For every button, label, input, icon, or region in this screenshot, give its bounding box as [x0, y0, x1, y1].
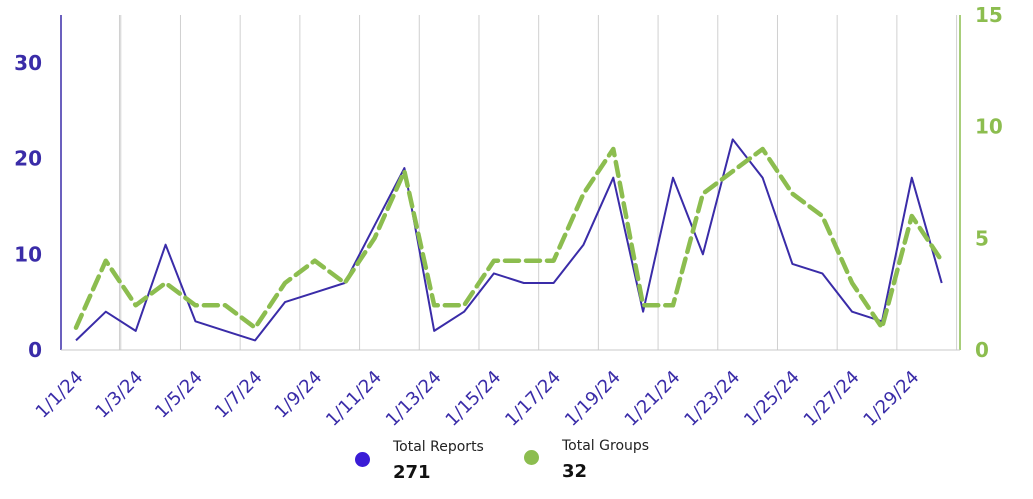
total-reports-value: 271 — [393, 462, 431, 483]
y-left-tick-label: 20 — [14, 147, 42, 171]
x-tick-label: 1/13/24 — [382, 367, 446, 431]
x-tick-label: 1/21/24 — [621, 367, 685, 431]
total-groups-legend-label: Total Groups — [562, 438, 650, 454]
x-tick-label: 1/7/24 — [211, 367, 267, 423]
x-tick-label: 1/1/24 — [32, 367, 88, 423]
total-groups-value: 32 — [562, 461, 588, 482]
y-right-tick-label: 5 — [975, 226, 989, 250]
y-left-tick-label: 0 — [28, 338, 42, 362]
total-groups-line — [73, 146, 944, 330]
x-tick-label: 1/3/24 — [91, 367, 147, 423]
total-reports-legend-marker — [355, 452, 370, 467]
total-reports-legend-label: Total Reports — [393, 439, 484, 455]
total-groups-legend-marker — [524, 450, 539, 465]
y-right-tick-label: 0 — [975, 338, 989, 362]
x-tick-label: 1/25/24 — [740, 367, 804, 431]
x-tick-label: 1/15/24 — [442, 367, 506, 431]
y-left-tick-label: 30 — [14, 51, 42, 75]
x-tick-label: 1/9/24 — [271, 367, 327, 423]
x-tick-label: 1/29/24 — [859, 367, 923, 431]
x-tick-label: 1/17/24 — [501, 367, 565, 431]
x-tick-label: 1/19/24 — [561, 367, 625, 431]
y-right-tick-label: 10 — [975, 115, 1003, 139]
x-tick-label: 1/11/24 — [322, 367, 386, 431]
y-left-tick-label: 10 — [14, 242, 42, 266]
x-tick-label: 1/23/24 — [680, 367, 744, 431]
y-right-tick-label: 15 — [975, 3, 1003, 27]
x-tick-label: 1/27/24 — [800, 367, 864, 431]
x-tick-label: 1/5/24 — [151, 367, 207, 423]
total-reports-line — [75, 138, 943, 342]
